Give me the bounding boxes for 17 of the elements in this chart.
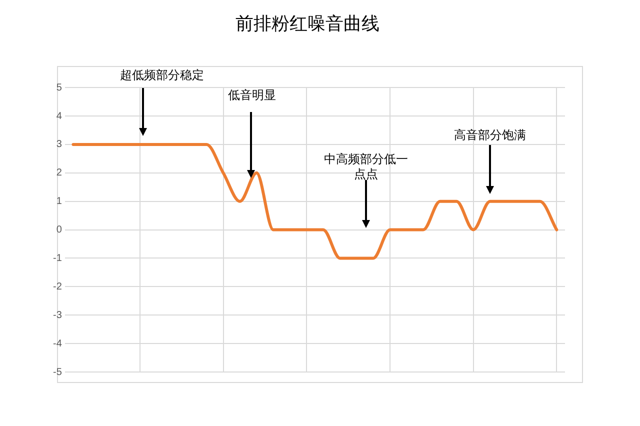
annotation: 中高频部分低一点点: [323, 152, 409, 182]
y-tick-label: -5: [52, 366, 62, 378]
annotation: 高音部分饱满: [454, 128, 526, 143]
y-tick-label: 2: [56, 168, 62, 179]
y-tick-label: 5: [56, 82, 62, 94]
y-tick-label: -4: [52, 338, 62, 350]
chart-title: 前排粉红噪音曲线: [236, 13, 380, 34]
y-tick-label: -2: [52, 281, 62, 292]
y-tick-label: 4: [56, 110, 62, 122]
annotation: 低音明显: [228, 88, 276, 103]
y-tick-label: -1: [52, 252, 62, 264]
y-tick-label: -3: [52, 310, 62, 321]
line-series: [72, 142, 558, 260]
text: 超低频部分稳定: [120, 68, 204, 83]
y-tick-label: 1: [56, 196, 62, 208]
y-tick-label: 3: [56, 139, 62, 150]
y-tick-label: 0: [56, 224, 62, 236]
